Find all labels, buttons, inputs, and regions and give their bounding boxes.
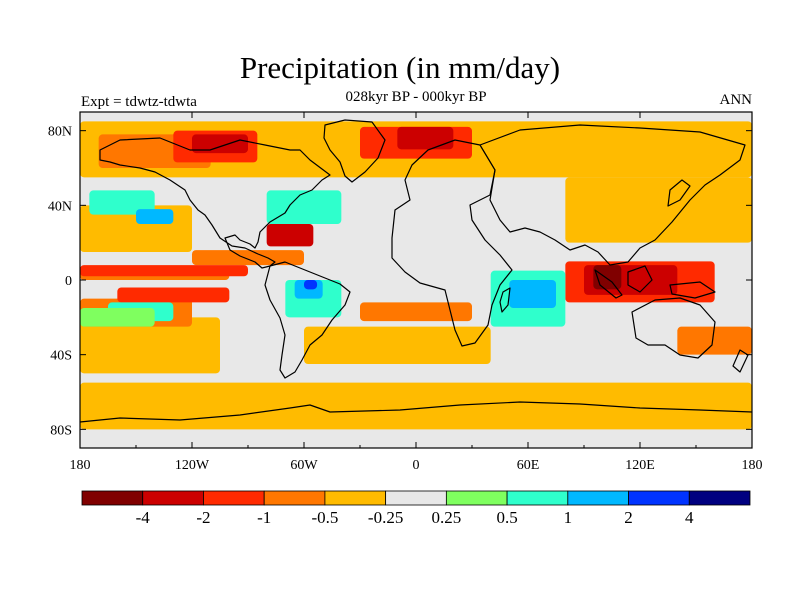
field-region <box>192 250 304 266</box>
coastline-north-america <box>99 137 331 269</box>
coastline-south-america <box>264 261 351 379</box>
colorbar-label: 0.5 <box>496 508 517 527</box>
field-region <box>80 265 248 277</box>
map-field <box>80 112 752 448</box>
chart-title: Precipitation (in mm/day) <box>239 50 561 85</box>
coastline-australia <box>631 297 716 359</box>
x-tick-label: 180 <box>70 458 91 473</box>
field-region <box>266 190 342 224</box>
coastline-borneo <box>627 265 653 293</box>
field-region <box>266 224 314 247</box>
coastline-africa-europe <box>391 139 513 347</box>
x-tick-label: 60E <box>517 458 540 473</box>
field-region <box>304 326 491 364</box>
season-label: ANN <box>719 92 753 108</box>
x-axis: 180 120W 60W 0 60E 120E 180 <box>70 112 763 473</box>
colorbar: -4 -2 -1 -0.5 -0.25 0.25 0.5 1 2 4 <box>81 490 751 527</box>
field-region <box>509 280 556 308</box>
field-region <box>80 317 220 374</box>
y-tick-label: 40S <box>50 349 72 364</box>
colorbar-label: 1 <box>564 508 573 527</box>
y-tick-label: 80S <box>50 423 72 438</box>
colorbar-label: -0.25 <box>368 508 403 527</box>
coastline-antarctica <box>79 401 753 423</box>
colorbar-swatch <box>81 490 144 506</box>
colorbar-label: 2 <box>624 508 633 527</box>
chart-subtitle: 028kyr BP - 000kyr BP <box>345 89 487 105</box>
field-region <box>136 209 174 224</box>
coastline-asia <box>479 124 746 266</box>
colorbar-swatch <box>567 490 629 506</box>
y-tick-label: 40N <box>48 199 72 214</box>
colorbar-swatch <box>385 490 447 506</box>
field-region <box>89 190 155 215</box>
coastline-madagascar <box>499 287 511 313</box>
colorbar-label: -0.5 <box>311 508 338 527</box>
coastlines <box>79 119 753 423</box>
colorbar-label: 4 <box>685 508 694 527</box>
x-tick-label: 60W <box>290 458 318 473</box>
x-tick-label: 120W <box>175 458 210 473</box>
experiment-label: Expt = tdwtz-tdwta <box>81 94 197 110</box>
colorbar-swatch <box>263 490 326 506</box>
field-region <box>192 134 248 154</box>
coastline-japan <box>667 179 691 207</box>
field-region <box>397 126 454 150</box>
colorbar-swatch <box>142 490 204 506</box>
x-tick-label: 0 <box>413 458 420 473</box>
colorbar-swatch <box>628 490 690 506</box>
colorbar-label: -2 <box>196 508 210 527</box>
colorbar-label: -4 <box>136 508 151 527</box>
colorbar-label: -1 <box>257 508 271 527</box>
field-region <box>117 287 230 303</box>
field-region <box>593 265 622 290</box>
colorbar-swatch <box>445 490 508 506</box>
x-tick-label: 120E <box>625 458 655 473</box>
coastline-sumatra <box>594 269 623 299</box>
colorbar-swatch <box>324 490 387 506</box>
coastline-new-guinea <box>669 281 716 299</box>
colorbar-swatch <box>203 490 265 506</box>
y-tick-label: 0 <box>65 274 72 289</box>
coastline-new-zealand <box>732 349 749 373</box>
field-region <box>565 177 752 243</box>
y-tick-label: 80N <box>48 125 72 140</box>
x-tick-label: 180 <box>742 458 763 473</box>
field-region <box>360 302 472 322</box>
field-region <box>80 308 155 327</box>
y-axis: 80N 40N 0 40S 80S <box>48 125 752 438</box>
colorbar-swatch <box>688 490 751 506</box>
field-region <box>677 326 752 355</box>
coastline-greenland <box>323 119 386 183</box>
field-region <box>304 280 318 290</box>
field-region <box>80 382 752 430</box>
colorbar-swatch <box>506 490 569 506</box>
colorbar-label: 0.25 <box>431 508 461 527</box>
